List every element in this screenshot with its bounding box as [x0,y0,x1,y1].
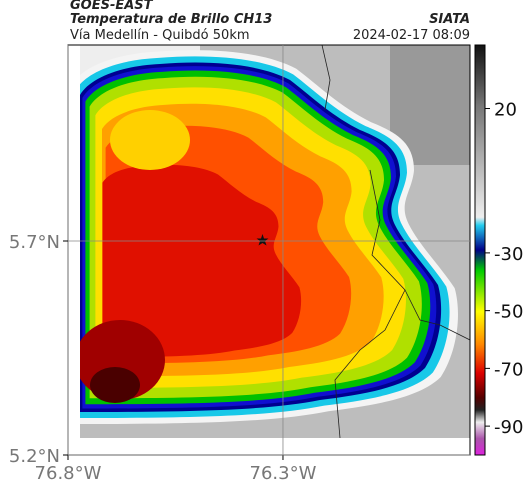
satellite-image [80,45,470,438]
source: GOES-EAST [70,0,154,13]
colorbar-label: -50 [494,302,523,323]
y-tick-label: 5.7°N [9,232,60,253]
datetime: 2024-02-17 08:09 [353,28,470,43]
colorbar-label: -70 [494,359,523,380]
y-tick-label: 5.2°N [9,446,60,467]
colorbar-label: -30 [494,244,523,265]
x-tick-label: 76.3°W [250,463,317,484]
colorbar-label: -90 [494,417,523,438]
x-tick-label: 76.8°W [35,463,102,484]
colorbar-label: 20 [494,100,517,121]
agency: SIATA [429,12,470,27]
title: Temperatura de Brillo CH13 [70,12,272,27]
subtitle: Vía Medellín - Quibdó 50km [70,28,250,43]
colorbar [474,44,486,456]
